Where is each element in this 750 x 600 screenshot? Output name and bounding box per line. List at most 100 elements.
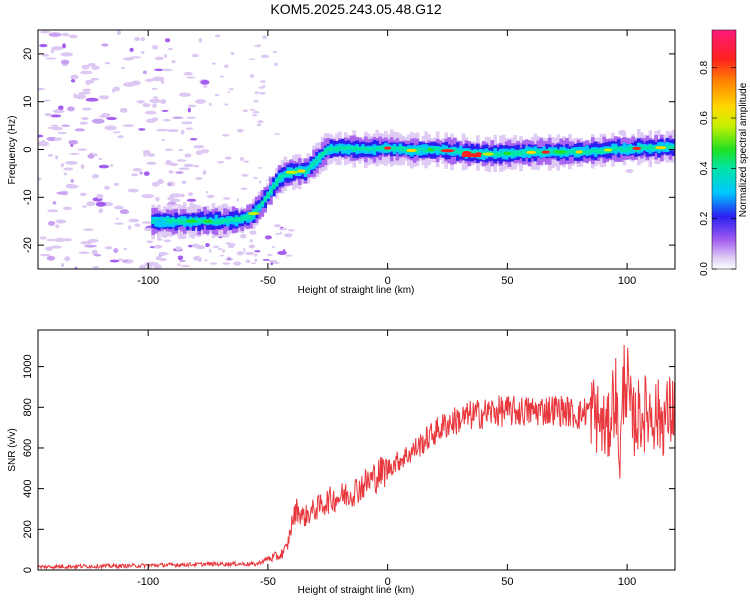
ridge-cell <box>668 145 673 150</box>
ridge-cell <box>263 197 268 202</box>
noise-blob <box>177 263 181 267</box>
ridge-hotspot <box>297 169 306 173</box>
noise-blob <box>191 53 200 58</box>
noise-blob <box>78 251 90 254</box>
noise-blob <box>70 74 79 80</box>
noise-blob <box>253 99 259 103</box>
noise-blob <box>58 105 64 111</box>
noise-blob <box>151 87 158 90</box>
noise-blob <box>39 43 48 48</box>
noise-blob <box>82 228 94 231</box>
noise-blob <box>202 170 207 176</box>
noise-blob <box>54 137 62 141</box>
y-tick-label: 10 <box>22 96 34 108</box>
noise-blob <box>188 244 193 248</box>
noise-blob <box>123 247 128 251</box>
ridge-cell <box>499 152 503 157</box>
figure-title: KOM5.2025.243.05.48.G12 <box>270 1 441 17</box>
ridge-cell <box>591 148 595 153</box>
noise-blob <box>52 109 65 114</box>
noise-blob <box>70 178 74 183</box>
ridge-hotspot <box>384 146 392 150</box>
noise-blob <box>264 235 272 240</box>
noise-blob <box>230 52 235 56</box>
ridge-cell <box>246 214 250 220</box>
noise-blob <box>127 225 132 230</box>
noise-blob <box>60 263 65 268</box>
noise-blob <box>130 80 141 86</box>
ridge-cell <box>593 149 598 153</box>
noise-blob <box>242 109 249 113</box>
ridge-cell <box>366 147 371 152</box>
spectrogram-y-axis-label: Frequency (Hz) <box>7 116 18 185</box>
ridge-cell <box>266 192 270 198</box>
noise-blob <box>60 163 65 168</box>
noise-blob <box>117 258 124 261</box>
noise-blob <box>214 93 220 97</box>
noise-blob <box>204 259 208 262</box>
ridge-cell <box>326 146 331 151</box>
noise-blob <box>189 137 198 141</box>
ridge-cell <box>470 150 474 155</box>
ridge-hotspot <box>632 146 642 150</box>
x-tick-label: 100 <box>618 576 636 588</box>
noise-blob <box>50 49 54 54</box>
noise-blob <box>51 46 64 51</box>
noise-blob <box>43 99 51 102</box>
ridge-cell <box>168 218 173 224</box>
ridge-cell <box>352 146 357 153</box>
noise-blob <box>287 229 295 232</box>
noise-blob <box>44 112 52 117</box>
noise-blob <box>259 180 262 184</box>
ridge-cell <box>277 175 282 181</box>
noise-blob <box>114 222 124 225</box>
noise-blob <box>262 35 267 39</box>
noise-blob <box>194 99 207 104</box>
noise-blob <box>143 151 147 157</box>
noise-blob <box>64 256 71 262</box>
ridge-cell <box>602 149 607 154</box>
noise-blob <box>56 191 68 195</box>
ridge-cell <box>585 150 589 154</box>
noise-blob <box>139 171 143 175</box>
noise-blob <box>278 228 288 231</box>
noise-blob <box>195 177 203 180</box>
noise-blob <box>74 266 78 269</box>
ridge-cell <box>432 146 437 152</box>
noise-blob <box>86 80 90 86</box>
ridge-hotspot <box>461 153 482 158</box>
ridge-cell <box>257 204 262 209</box>
ridge-cell <box>461 149 466 154</box>
noise-blob <box>251 114 258 117</box>
ridge-hotspot <box>440 149 455 153</box>
ridge-cell <box>372 148 377 152</box>
noise-blob <box>146 240 154 244</box>
noise-blob <box>186 76 196 79</box>
noise-blob <box>283 249 286 253</box>
ridge-cell <box>200 218 204 224</box>
ridge-cell <box>231 217 236 222</box>
noise-blob <box>142 103 151 108</box>
ridge-cell <box>341 146 345 150</box>
noise-blob <box>200 79 210 85</box>
noise-blob <box>249 108 256 111</box>
noise-blob <box>38 134 44 138</box>
ridge-hotspot <box>503 151 512 155</box>
noise-blob <box>222 197 231 200</box>
ridge-cell <box>378 145 382 151</box>
noise-blob <box>55 224 60 229</box>
noise-blob <box>47 221 56 226</box>
noise-blob <box>68 139 79 145</box>
noise-blob <box>219 75 225 78</box>
noise-blob <box>261 54 270 59</box>
ridge-cell <box>197 217 201 224</box>
noise-blob <box>77 148 88 151</box>
noise-blob <box>38 177 42 181</box>
noise-blob <box>233 261 242 266</box>
noise-blob <box>273 133 281 135</box>
ridge-cell <box>639 144 644 150</box>
noise-blob <box>248 58 256 61</box>
noise-blob <box>87 154 95 159</box>
noise-blob <box>274 62 279 67</box>
noise-blob <box>63 167 74 171</box>
